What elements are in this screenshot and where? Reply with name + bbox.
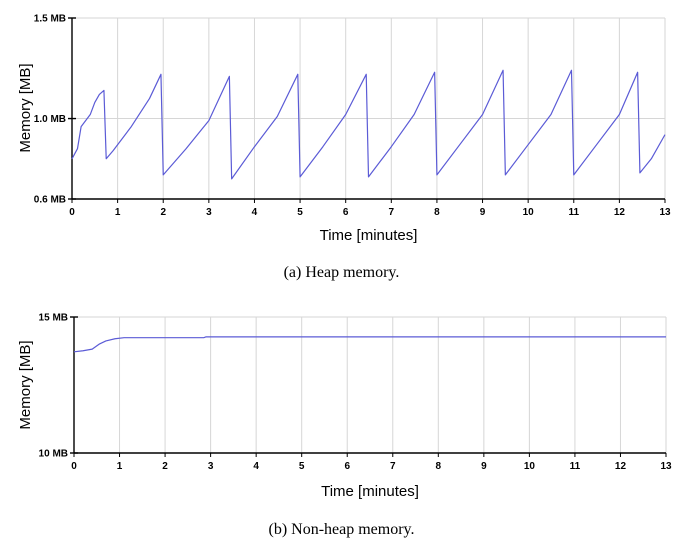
non-heap-x-tick-label: 0 <box>71 461 77 472</box>
non-heap-series-line <box>73 336 666 353</box>
heap-y-axis-title: Memory [MB] <box>17 63 34 152</box>
non-heap-x-tick-label: 4 <box>253 461 259 472</box>
heap-y-tick-label: 0.6 MB <box>34 195 66 206</box>
non-heap-x-tick-label: 2 <box>162 461 168 472</box>
heap-memory-chart: 0 1 2 3 4 5 6 7 8 9 10 11 12 130.6 MB1.0 MB1.5 MB Tim… <box>17 14 671 282</box>
heap-x-tick-label: 0 <box>69 207 75 218</box>
heap-x-tick-label: 3 <box>206 207 212 218</box>
non-heap-x-tick-label: 10 <box>524 461 536 472</box>
heap-x-tick-label: 11 <box>568 207 579 218</box>
heap-ticks: 0 1 2 3 4 5 6 7 8 9 10 11 12 130.6 MB1.0 MB1.5 MB <box>34 14 671 219</box>
non-heap-y-tick-label: 15 MB <box>39 313 68 324</box>
heap-x-tick-label: 2 <box>160 207 166 218</box>
heap-y-tick-label: 1.5 MB <box>34 14 66 25</box>
non-heap-x-tick-label: 9 <box>481 461 487 472</box>
heap-x-tick-label: 8 <box>434 207 440 218</box>
non-heap-x-tick-label: 6 <box>344 461 350 472</box>
non-heap-caption: (b) Non-heap memory. <box>268 521 414 538</box>
heap-x-tick-label: 5 <box>297 207 303 218</box>
heap-x-tick-label: 4 <box>252 207 258 218</box>
non-heap-x-tick-label: 5 <box>299 461 305 472</box>
non-heap-x-tick-label: 1 <box>117 461 123 472</box>
heap-caption: (a) Heap memory. <box>284 264 400 281</box>
non-heap-x-axis-title: Time [minutes] <box>321 483 419 500</box>
heap-x-tick-label: 10 <box>523 207 535 218</box>
non-heap-y-tick-label: 10 MB <box>39 449 68 460</box>
non-heap-x-tick-label: 11 <box>570 461 581 472</box>
non-heap-x-tick-label: 12 <box>615 461 627 472</box>
heap-x-axis-title: Time [minutes] <box>320 227 418 244</box>
heap-x-tick-label: 6 <box>343 207 349 218</box>
heap-x-tick-label: 1 <box>115 207 121 218</box>
non-heap-x-tick-label: 3 <box>208 461 214 472</box>
heap-x-tick-label: 7 <box>389 207 395 218</box>
heap-y-tick-label: 1.0 MB <box>34 114 66 125</box>
non-heap-x-tick-label: 13 <box>660 461 672 472</box>
heap-series-line <box>71 69 666 180</box>
non-heap-x-tick-label: 7 <box>390 461 396 472</box>
non-heap-x-tick-label: 8 <box>436 461 442 472</box>
non-heap-grid <box>74 316 667 453</box>
heap-grid <box>72 17 666 199</box>
non-heap-y-axis-title: Memory [MB] <box>17 340 34 429</box>
heap-x-tick-label: 13 <box>659 207 671 218</box>
heap-x-tick-label: 12 <box>614 207 626 218</box>
heap-x-tick-label: 9 <box>480 207 486 218</box>
